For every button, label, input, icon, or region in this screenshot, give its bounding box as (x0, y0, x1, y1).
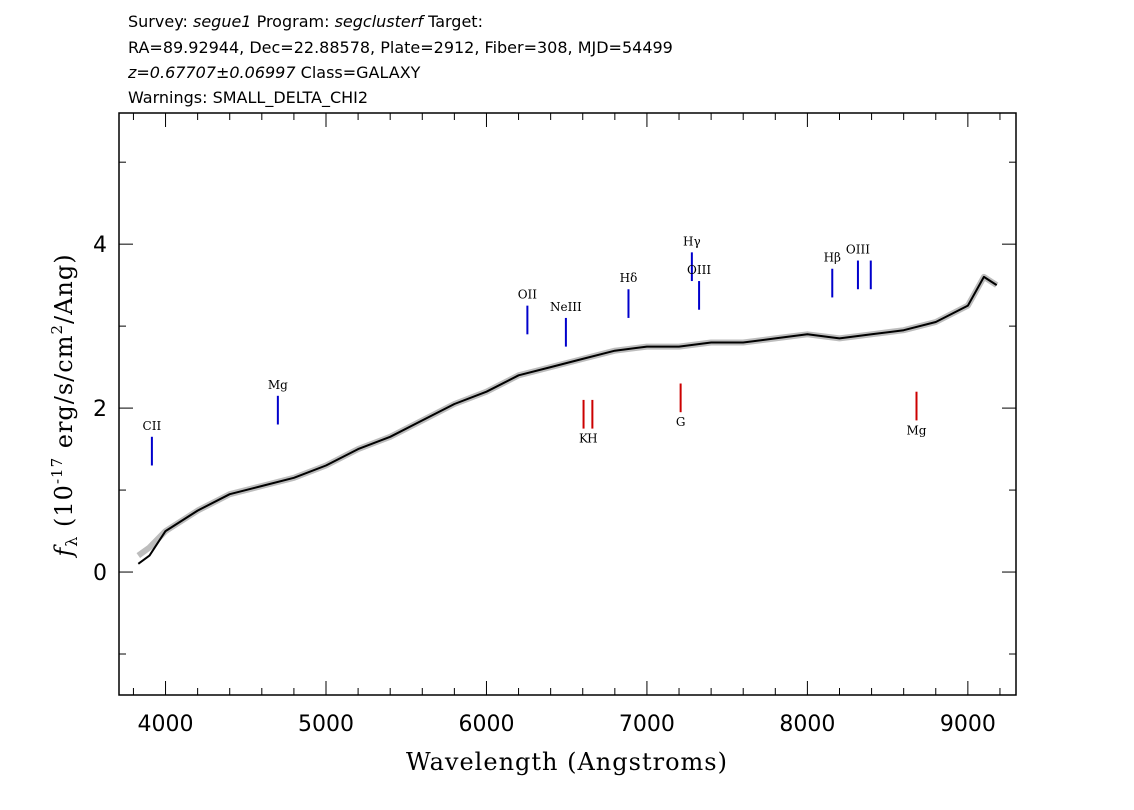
y-axis-subscript: λ (62, 536, 81, 547)
x-tick-label: 4000 (138, 712, 194, 737)
program-value: segclusterf (334, 12, 423, 31)
spectrum-series-group (136, 273, 999, 565)
absorption-line-label: K (579, 432, 589, 446)
y-tick-label: 0 (93, 561, 107, 586)
axis-ticks: 4000 5000 6000 7000 8000 9000 0 2 4 (93, 113, 1016, 737)
y-tick-label: 2 (93, 397, 107, 422)
y-axis-symbol: f (50, 544, 78, 559)
header-line-1: Survey: segue1 Program: segclusterf Targ… (128, 12, 483, 32)
y-axis-unit-mid: erg/s/cm (50, 335, 78, 457)
absorption-line-label: H (587, 432, 597, 446)
emission-line-label: OIII (846, 243, 870, 257)
x-tick-label: 8000 (779, 712, 835, 737)
emission-line-label: OII (518, 288, 538, 302)
emission-line-label: CII (143, 419, 162, 433)
x-tick-label: 9000 (940, 712, 996, 737)
emission-line-label: Hδ (620, 271, 638, 285)
target-label: Target: (428, 12, 483, 31)
header-line-2: RA=89.92944, Dec=22.88578, Plate=2912, F… (128, 38, 673, 57)
emission-line-label: Mg (268, 378, 288, 392)
emission-line-label: Hγ (683, 234, 701, 248)
absorption-line-label: G (676, 415, 686, 429)
emission-line-label: OIII (687, 263, 711, 277)
y-tick-label: 4 (93, 233, 107, 258)
x-tick-label: 5000 (298, 712, 354, 737)
emission-line-label: Hβ (824, 251, 841, 265)
survey-label: Survey: (128, 12, 188, 31)
y-axis-unit-close: /Ang) (50, 253, 78, 324)
y-axis-exponent: -17 (48, 457, 66, 484)
x-axis-title: Wavelength (Angstroms) (406, 748, 728, 776)
absorption-line-label: Mg (907, 423, 927, 437)
y-axis-unit-open: (10 (50, 484, 78, 536)
plot-frame (118, 112, 1017, 696)
x-tick-label: 6000 (458, 712, 514, 737)
survey-value: segue1 (192, 12, 252, 31)
program-label: Program: (256, 12, 330, 31)
header-line-4: Warnings: SMALL_DELTA_CHI2 (128, 88, 369, 107)
y-axis-title: fλ (10-17 erg/s/cm2/Ang) (48, 253, 81, 558)
spectral-line-markers: CII Mg OII NeIII Hδ Hγ OIII Hβ OIII K H G Mg (143, 234, 927, 466)
spectrum-series-flux (137, 275, 998, 565)
redshift-value: z=0.67707±0.06997 (128, 63, 296, 82)
emission-line-label: NeIII (550, 300, 582, 314)
class-value: Class=GALAXY (300, 63, 421, 82)
spectrum-series-noise (136, 273, 999, 559)
header-line-3: z=0.67707±0.06997 Class=GALAXY (128, 63, 420, 83)
x-tick-label: 7000 (619, 712, 675, 737)
y-axis-unit-square: 2 (48, 324, 66, 335)
